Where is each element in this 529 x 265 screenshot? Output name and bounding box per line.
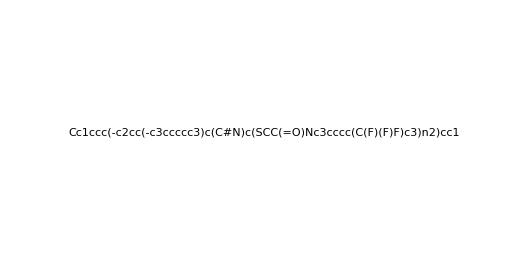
Text: Cc1ccc(-c2cc(-c3ccccc3)c(C#N)c(SCC(=O)Nc3cccc(C(F)(F)F)c3)n2)cc1: Cc1ccc(-c2cc(-c3ccccc3)c(C#N)c(SCC(=O)Nc… <box>69 127 460 138</box>
